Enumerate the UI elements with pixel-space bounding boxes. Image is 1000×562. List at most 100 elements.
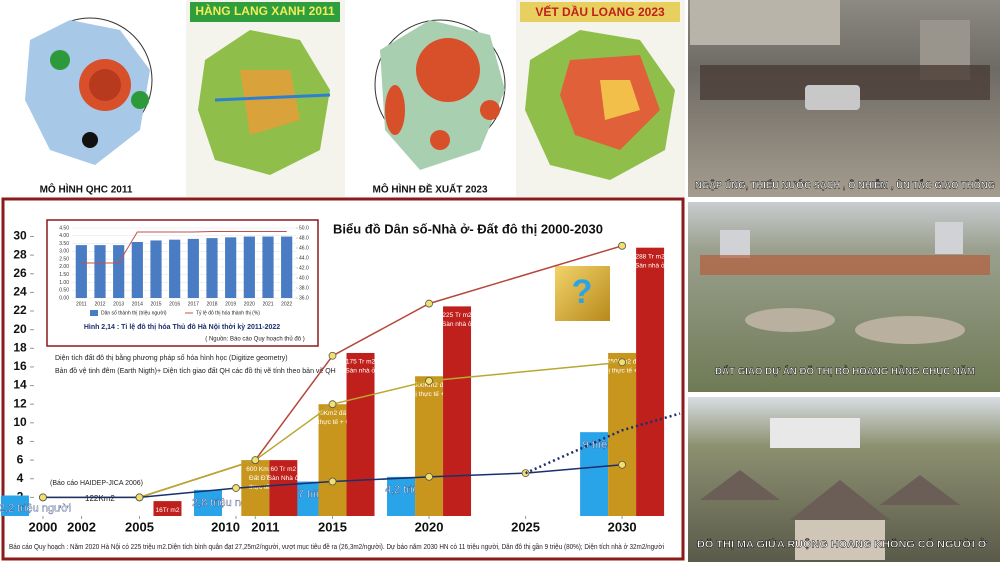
bar <box>387 476 416 516</box>
x-tick-label: 2000 <box>28 519 57 534</box>
x-tick-label: 2022 <box>281 301 292 307</box>
line-point <box>328 400 337 409</box>
value-label: 600 Km2 <box>246 466 272 473</box>
photo-caption: NGẬP ÚNG, THIẾU NƯỚC SẠCH , Ô NHIỄM , ÙN… <box>695 179 995 192</box>
unknown-mark: ? <box>572 273 593 311</box>
y-tick-label: 16 <box>13 359 27 373</box>
photo-building <box>690 0 840 45</box>
x-tick-label: 2019 <box>225 301 236 307</box>
line-point <box>425 377 433 385</box>
x-tick-label: 2010 <box>211 519 240 534</box>
bar <box>131 242 143 298</box>
value-label: Đất ĐT <box>249 473 270 482</box>
bar <box>281 236 293 298</box>
map-banner <box>190 2 340 22</box>
bar <box>194 489 222 516</box>
photos <box>688 0 1000 562</box>
y-tick-label: 3.00 <box>59 249 69 255</box>
photo-pond <box>745 308 835 332</box>
bar <box>608 352 637 516</box>
bar <box>206 238 218 298</box>
photo-car <box>805 85 860 110</box>
y-tick-label: 10 <box>13 415 27 429</box>
bar <box>225 237 237 298</box>
annotation: (Báo cáo HAIDEP-JICA 2006) <box>50 480 143 487</box>
map-node <box>430 130 450 150</box>
value-label: 175 Tr m2 <box>346 359 376 366</box>
map-label: MÔ HÌNH QHC 2011 <box>40 183 133 196</box>
y-tick-label: 2.00 <box>59 264 69 270</box>
y-tick-label: 4.00 <box>59 233 69 239</box>
value-label: 60 Tr m2 <box>270 466 296 473</box>
map-core <box>89 69 121 101</box>
value-label: Sàn Nhà ở <box>268 474 300 482</box>
line-point <box>425 472 433 481</box>
map-banner <box>520 2 680 22</box>
y-tick-label: 24 <box>13 285 27 299</box>
bar <box>262 236 274 298</box>
photo-building <box>770 418 860 448</box>
bar <box>169 239 181 298</box>
photo-caption: ĐẤT GIAO DỰ ÁN ĐÔ THỊ BỎ HOANG HÀNG CHỤC… <box>715 365 975 378</box>
bar <box>269 460 298 516</box>
photo-roofs <box>700 255 990 275</box>
photo-caption: ĐÔ THỊ MA GIỮA RUỘNG HOANG KHÔNG CÓ NGƯỜ… <box>697 538 988 551</box>
y2-tick-label: 50.0 <box>299 225 309 231</box>
map-label: HÀNG LANG XANH 2011 <box>195 3 335 18</box>
line-point <box>618 358 626 367</box>
line-point <box>39 493 47 502</box>
photo-villa <box>795 520 885 560</box>
map-node <box>131 91 149 109</box>
value-label: 225 Tr m2 <box>442 312 472 319</box>
value-label: 1.750Km2 đất đô <box>601 357 651 366</box>
value-label: 2,2 triệu người <box>0 502 71 514</box>
y-tick-label: 2.50 <box>59 256 69 262</box>
x-tick-label: 2005 <box>125 519 154 534</box>
map-node <box>480 100 500 120</box>
bar <box>94 245 106 298</box>
line-point <box>618 460 626 469</box>
bar <box>187 238 199 298</box>
y-tick-label: 20 <box>13 322 27 336</box>
y-tick-label: 3.50 <box>59 241 69 247</box>
bar <box>243 236 255 298</box>
x-tick-label: 2013 <box>113 301 124 307</box>
map-spread <box>600 80 640 120</box>
legend-label: Dân số thành thị (triệu người) <box>101 310 167 316</box>
footnote: Báo cáo Quy hoạch : Năm 2020 Hà Nội có 2… <box>9 542 664 551</box>
y-tick-label: 26 <box>13 266 27 280</box>
map-panels <box>0 0 685 197</box>
y2-tick-label: 42.0 <box>299 265 309 271</box>
photo-building <box>935 222 963 254</box>
legend-label: Tỷ lệ đô thị hóa thành thị (%) <box>196 309 260 316</box>
value-label: 16Tr m2 <box>155 507 179 514</box>
map-river <box>214 93 331 102</box>
y-tick-label: 4 <box>17 471 24 485</box>
x-tick-label: 2002 <box>67 519 96 534</box>
x-tick-label: 2020 <box>244 301 255 307</box>
line-point <box>328 351 337 360</box>
x-tick-label: 2025 <box>511 519 540 534</box>
annotation: Bản đồ vệ tinh đêm (Earth Nigth)+ Diện t… <box>55 366 336 375</box>
x-tick-label: 2016 <box>169 301 180 307</box>
x-tick-label: 2015 <box>318 519 347 534</box>
bar <box>443 306 472 516</box>
bar <box>636 247 665 516</box>
x-tick-label: 2017 <box>188 301 199 307</box>
photo-pond <box>855 316 965 344</box>
y-tick-label: 30 <box>13 229 27 243</box>
y-tick-label: 4.50 <box>59 225 69 231</box>
map-node <box>82 132 98 148</box>
bar <box>318 404 347 516</box>
y-tick-label: 1.50 <box>59 272 69 278</box>
map-shape <box>240 70 300 135</box>
y2-tick-label: 38.0 <box>299 285 309 291</box>
line-point <box>425 299 433 308</box>
x-tick-label: 2011 <box>251 519 279 534</box>
line-point <box>251 456 260 465</box>
y2-tick-label: 40.0 <box>299 275 309 281</box>
value-label: thị thực tế + QH <box>603 366 649 375</box>
bar <box>346 352 375 516</box>
y-tick-label: 0.50 <box>59 288 69 294</box>
bar <box>415 376 444 516</box>
